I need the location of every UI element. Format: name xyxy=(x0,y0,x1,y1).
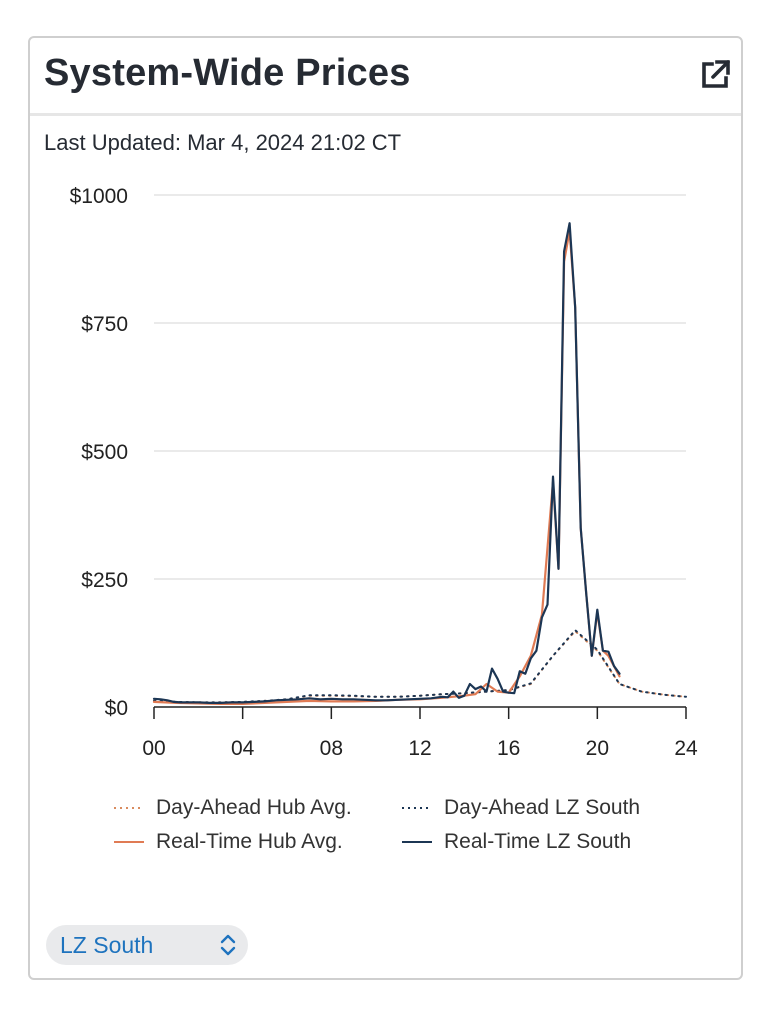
load-zone-select-value: LZ South xyxy=(60,931,154,958)
legend-item-day-ahead-lz[interactable]: Day-Ahead LZ South xyxy=(400,796,640,820)
y-tick-label: $750 xyxy=(81,313,128,336)
x-tick-label: 08 xyxy=(320,737,343,760)
y-tick-label: $250 xyxy=(81,569,128,592)
x-tick-label: 00 xyxy=(142,737,165,760)
chevron-up-down-icon xyxy=(220,934,236,956)
legend-label: Real-Time LZ South xyxy=(444,830,632,853)
last-updated-value: Mar 4, 2024 21:02 CT xyxy=(187,130,402,155)
legend-item-real-time-hub[interactable]: Real-Time Hub Avg. xyxy=(112,830,343,854)
last-updated-label: Last Updated: xyxy=(44,130,181,155)
series-real-time-lz-south-line xyxy=(152,222,621,705)
y-tick-label: $1000 xyxy=(70,185,128,208)
x-tick-label: 16 xyxy=(497,737,520,760)
x-tick-label: 12 xyxy=(408,737,431,760)
last-updated: Last Updated: Mar 4, 2024 21:02 CT xyxy=(44,130,401,156)
legend-label: Day-Ahead LZ South xyxy=(444,796,641,819)
legend-item-day-ahead-hub[interactable]: Day-Ahead Hub Avg. xyxy=(112,796,352,820)
x-tick-label: 04 xyxy=(231,737,255,760)
legend-swatch-day-ahead-lz xyxy=(402,807,432,809)
x-tick-label: 20 xyxy=(586,737,609,760)
legend-item-real-time-lz[interactable]: Real-Time LZ South xyxy=(400,830,631,854)
load-zone-select[interactable]: LZ South xyxy=(46,925,248,965)
y-tick-label: $500 xyxy=(81,441,128,464)
legend-swatch-real-time-hub xyxy=(114,841,144,843)
chart-legend: Day-Ahead Hub Avg. Day-Ahead LZ South Re… xyxy=(112,796,712,872)
y-tick-label: $0 xyxy=(105,697,128,720)
legend-label: Real-Time Hub Avg. xyxy=(156,830,343,853)
series-real-time-hub-line xyxy=(152,229,621,706)
legend-swatch-real-time-lz xyxy=(402,841,432,843)
title-divider xyxy=(30,113,741,116)
series-day-ahead-lz-south-line xyxy=(153,629,687,704)
card-title: System-Wide Prices xyxy=(44,52,411,94)
system-wide-prices-card: System-Wide Prices Last Updated: Mar 4, … xyxy=(28,36,743,980)
external-link-icon[interactable] xyxy=(698,58,732,92)
legend-label: Day-Ahead Hub Avg. xyxy=(156,796,352,819)
x-tick-label: 24 xyxy=(674,737,698,760)
legend-swatch-day-ahead-hub xyxy=(114,807,144,809)
series-day-ahead-hub-line xyxy=(153,630,687,704)
